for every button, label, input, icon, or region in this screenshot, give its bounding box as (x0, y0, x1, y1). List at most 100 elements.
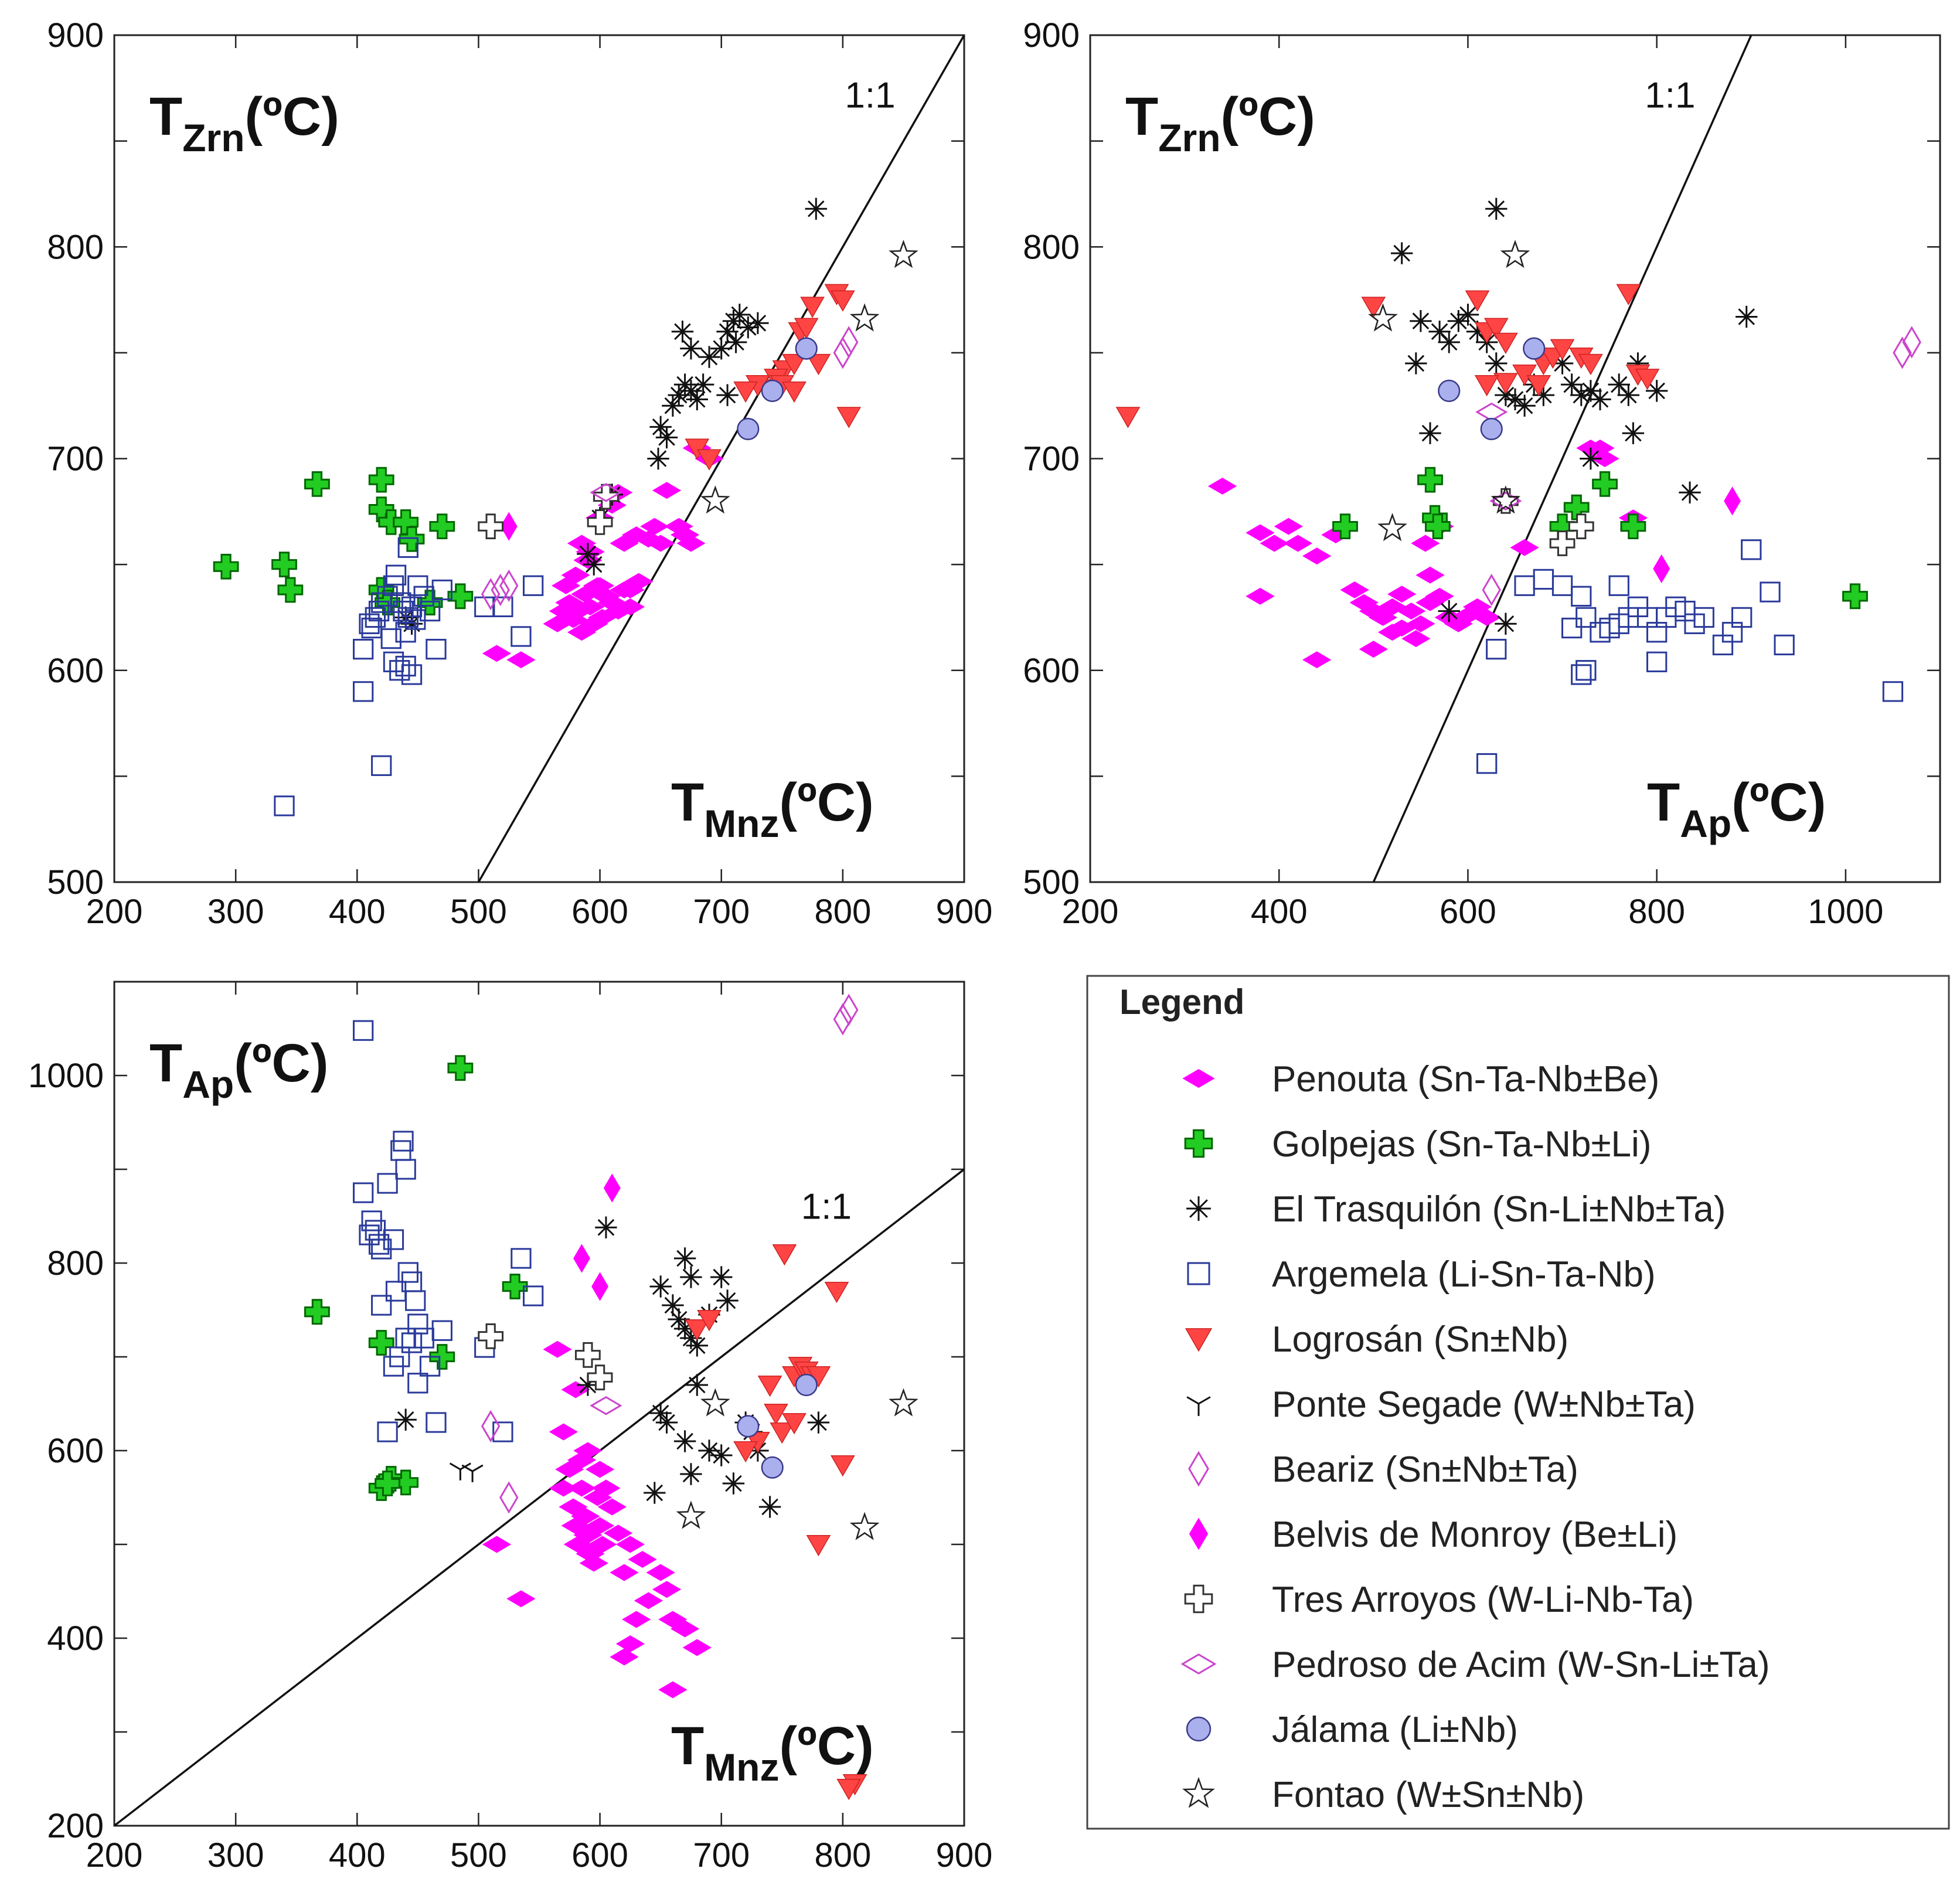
data-point (407, 1373, 428, 1394)
data-point (389, 660, 410, 681)
data-point (481, 1410, 501, 1443)
data-point (555, 1461, 584, 1478)
one-to-one-label: 1:1 (1645, 75, 1695, 115)
y-tick-label: 600 (47, 1432, 104, 1470)
y-tick-label: 400 (47, 1619, 104, 1658)
data-point (506, 1590, 536, 1608)
data-point (1760, 581, 1781, 603)
data-point (395, 1328, 416, 1349)
data-point (393, 1131, 414, 1152)
data-point (397, 607, 418, 628)
data-point (658, 1611, 688, 1628)
data-point (1483, 318, 1509, 339)
data-point (836, 407, 862, 428)
legend-label: Belvis de Monroy (Be±Li) (1272, 1515, 1677, 1555)
legend-label: Logrosán (Sn±Nb) (1272, 1319, 1568, 1360)
data-point (591, 1479, 621, 1497)
data-point (277, 577, 304, 603)
data-point (393, 1469, 419, 1496)
x-tick-label: 800 (814, 893, 871, 931)
data-point (361, 617, 382, 639)
x-axis-title: TAp(ºC) (1647, 772, 1826, 845)
one-to-one-line (114, 1168, 964, 1826)
series (352, 1020, 544, 1442)
panel-tzrn-vs-tmnz: 200 300 400 500 600 700 800 900 500 600 700 800 900 1… (47, 16, 992, 931)
data-point (1417, 467, 1443, 493)
x-tick-label: 300 (207, 1836, 264, 1874)
data-point (782, 381, 807, 403)
data-point (795, 1373, 818, 1397)
data-point (1571, 586, 1592, 607)
data-point (673, 1430, 696, 1452)
data-point (670, 526, 700, 543)
data-point (405, 609, 426, 630)
data-point (737, 316, 759, 339)
legend-box (1086, 975, 1950, 1830)
data-point (673, 1247, 696, 1270)
data-point (1512, 364, 1537, 386)
data-point (1474, 375, 1499, 397)
data-point (522, 575, 544, 596)
data-point (567, 1479, 597, 1497)
data-point (359, 613, 380, 634)
data-point (1571, 664, 1592, 685)
series (482, 1340, 712, 1699)
data-point (390, 592, 411, 613)
y-axis-title: TZrn(ºC) (149, 87, 339, 159)
data-point (371, 755, 392, 776)
legend-marker (1187, 1262, 1210, 1285)
data-point (365, 607, 386, 628)
data-point (419, 1356, 441, 1377)
data-point (615, 1635, 645, 1653)
data-point (622, 1611, 651, 1628)
series (590, 483, 622, 502)
data-point (664, 518, 693, 535)
data-point (1491, 485, 1521, 514)
data-point (1608, 575, 1629, 596)
data-point (579, 615, 608, 632)
x-tick-label: 800 (1628, 893, 1685, 931)
data-point (431, 1320, 452, 1341)
y-tick-label: 700 (47, 440, 104, 478)
data-point (676, 1500, 706, 1529)
data-point (603, 1173, 621, 1203)
data-point (1616, 284, 1641, 305)
data-point (761, 379, 784, 403)
data-point (1645, 380, 1668, 402)
data-point (758, 1496, 781, 1518)
data-point (685, 438, 710, 460)
data-point (543, 615, 572, 632)
data-point (447, 1055, 474, 1081)
x-tick-label: 400 (329, 893, 386, 931)
legend-marker (1186, 1716, 1212, 1742)
series (737, 1373, 818, 1479)
data-point (1207, 478, 1237, 495)
data-point (646, 535, 675, 552)
data-point (800, 297, 825, 318)
series (1390, 198, 1758, 635)
data-point (500, 512, 518, 541)
data-point (737, 417, 760, 441)
data-point (407, 575, 428, 596)
legend-label: Tres Arroyos (W-Li-Nb-Ta) (1272, 1580, 1694, 1620)
data-point (559, 1498, 588, 1516)
data-point (680, 1463, 702, 1485)
data-point (583, 553, 605, 576)
data-point (482, 1536, 512, 1553)
data-point (1359, 603, 1388, 620)
data-point (733, 381, 758, 403)
data-point (1302, 651, 1332, 669)
data-point (1368, 608, 1398, 626)
x-tick-label: 800 (814, 1836, 871, 1874)
series (700, 240, 918, 514)
data-point (610, 1648, 639, 1666)
data-point (1485, 198, 1508, 220)
data-point (686, 1374, 708, 1396)
data-point (757, 1375, 782, 1397)
x-tick-label: 200 (1062, 893, 1119, 931)
data-point (807, 1411, 830, 1434)
data-point (624, 573, 654, 590)
data-point (567, 1451, 597, 1469)
legend-label: Argemela (Li-Sn-Ta-Nb) (1272, 1254, 1656, 1295)
